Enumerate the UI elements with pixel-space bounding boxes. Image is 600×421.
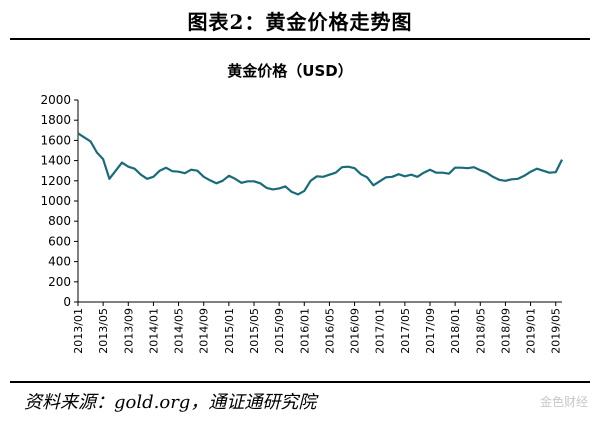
y-tick-label: 0 [63,295,71,309]
x-tick-label: 2016/05 [323,308,336,354]
footer-rule [10,381,590,383]
x-tick-label: 2019/05 [550,308,563,354]
y-tick-label: 600 [48,234,71,248]
y-tick-label: 800 [48,214,71,228]
y-axis: 0 200 400 600 800 1000 1200 1400 1600 1800 2000 [40,93,79,309]
y-tick-label: 400 [48,255,71,269]
source-note: 资料来源：gold.org，通证通研究院 [24,392,317,413]
y-tick-label: 1800 [40,113,71,127]
y-tick-label: 200 [48,275,71,289]
figure-header: 图表2：黄金价格走势图 [0,0,600,40]
x-tick-label: 2018/05 [474,308,487,354]
y-tick-label: 1200 [40,174,71,188]
x-tick-label: 2015/09 [273,308,286,354]
figure-title: 图表2：黄金价格走势图 [187,10,413,34]
x-tick-label: 2016/01 [298,308,311,354]
gold-price-chart: 黄金价格（USD） 0 200 400 600 800 1000 1200 1400 1600 1… [40,62,563,354]
y-tick-label: 2000 [40,93,71,107]
watermark: 金色财经 [539,395,588,409]
x-tick-label: 2017/09 [424,308,437,354]
y-tick-label: 1000 [40,194,71,208]
plot-area [77,132,563,196]
x-tick-label: 2013/05 [97,308,110,354]
x-tick-label: 2013/01 [72,308,85,354]
x-tick-label: 2013/09 [122,308,135,354]
x-tick-label: 2014/05 [173,308,186,354]
x-axis: 2013/01 2013/05 2013/09 2014/01 2014/05 2014/… [72,301,563,354]
x-tick-label: 2016/09 [349,308,362,354]
x-tick-label: 2017/05 [399,308,412,354]
x-tick-label: 2014/01 [147,308,160,354]
header-rule [10,38,590,40]
y-tick-label: 1600 [40,133,71,147]
y-tick-label: 1400 [40,154,71,168]
chart-title: 黄金价格（USD） [227,62,352,80]
x-tick-label: 2015/01 [223,308,236,354]
x-tick-label: 2019/01 [525,308,538,354]
x-tick-label: 2015/05 [248,308,261,354]
series-line-gold-price [77,132,563,196]
x-tick-label: 2018/09 [499,308,512,354]
x-tick-label: 2018/01 [449,308,462,354]
x-tick-label: 2017/01 [374,308,387,354]
x-tick-label: 2014/09 [198,308,211,354]
